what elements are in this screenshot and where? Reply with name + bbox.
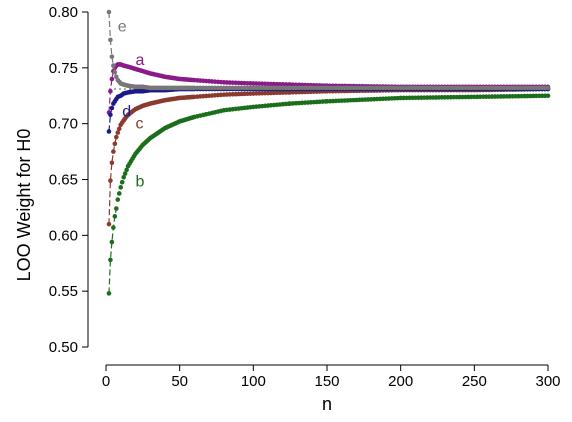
data-point [115, 130, 121, 135]
data-point [109, 160, 115, 166]
data-point [108, 257, 113, 263]
series-c: c [106, 86, 551, 227]
series-line [108, 208, 117, 294]
series-label: c [135, 116, 143, 133]
y-tick-label: 0.50 [49, 339, 78, 356]
data-point [109, 76, 115, 82]
data-point [115, 197, 121, 202]
axes: 0.50 0.55 0.60 0.65 0.70 0.75 0.80 0 50 100 150 200… [49, 4, 561, 390]
data-point [112, 141, 118, 147]
y-tick-label: 0.75 [49, 60, 78, 77]
series-label: d [122, 103, 131, 120]
data-point [108, 88, 113, 94]
x-tick-label: 100 [241, 373, 266, 390]
data-point [106, 9, 112, 15]
data-point [119, 179, 125, 185]
data-point [111, 225, 116, 230]
data-point [112, 70, 118, 75]
data-point [111, 149, 116, 154]
data-point [109, 54, 115, 59]
x-tick-label: 0 [102, 373, 110, 390]
series-label: b [135, 174, 144, 191]
data-point [106, 221, 112, 227]
data-point [111, 63, 116, 68]
data-point [109, 239, 115, 245]
data-point [108, 178, 113, 183]
x-tick-label: 150 [314, 373, 339, 390]
data-point [106, 291, 112, 296]
x-tick-label: 300 [535, 373, 560, 390]
x-tick-label: 50 [171, 373, 188, 390]
series-line [108, 11, 117, 77]
y-tick-label: 0.55 [49, 283, 78, 300]
data-point [108, 112, 113, 118]
data-point [545, 93, 551, 99]
x-axis-label: n [322, 394, 332, 414]
x-tick-label: 200 [388, 373, 413, 390]
data-point [114, 206, 119, 211]
data-point [124, 167, 129, 173]
series-b: b [106, 93, 551, 296]
data-point [118, 185, 124, 190]
data-point [114, 134, 119, 140]
y-tick-label: 0.70 [49, 116, 78, 133]
data-point [116, 191, 122, 196]
y-tick-label: 0.65 [49, 172, 78, 189]
series-layer: a b cd e [106, 9, 551, 296]
y-tick-label: 0.80 [49, 4, 78, 21]
data-point [106, 129, 112, 134]
data-point [108, 37, 113, 43]
series-label: a [135, 52, 144, 69]
data-point [109, 105, 115, 111]
data-point [121, 174, 126, 180]
y-axis-label: LOO Weight for H0 [14, 129, 34, 282]
data-point [545, 85, 551, 91]
series-label: e [118, 19, 127, 36]
x-tick-label: 250 [462, 373, 487, 390]
y-tick-label: 0.60 [49, 227, 78, 244]
data-point [116, 126, 122, 131]
data-point [112, 214, 118, 219]
data-point [122, 171, 128, 176]
series-e: e [106, 9, 551, 91]
series-a: a [106, 52, 551, 115]
